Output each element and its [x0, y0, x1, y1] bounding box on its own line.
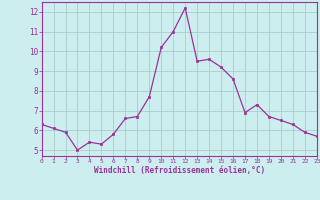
X-axis label: Windchill (Refroidissement éolien,°C): Windchill (Refroidissement éolien,°C)	[94, 166, 265, 175]
